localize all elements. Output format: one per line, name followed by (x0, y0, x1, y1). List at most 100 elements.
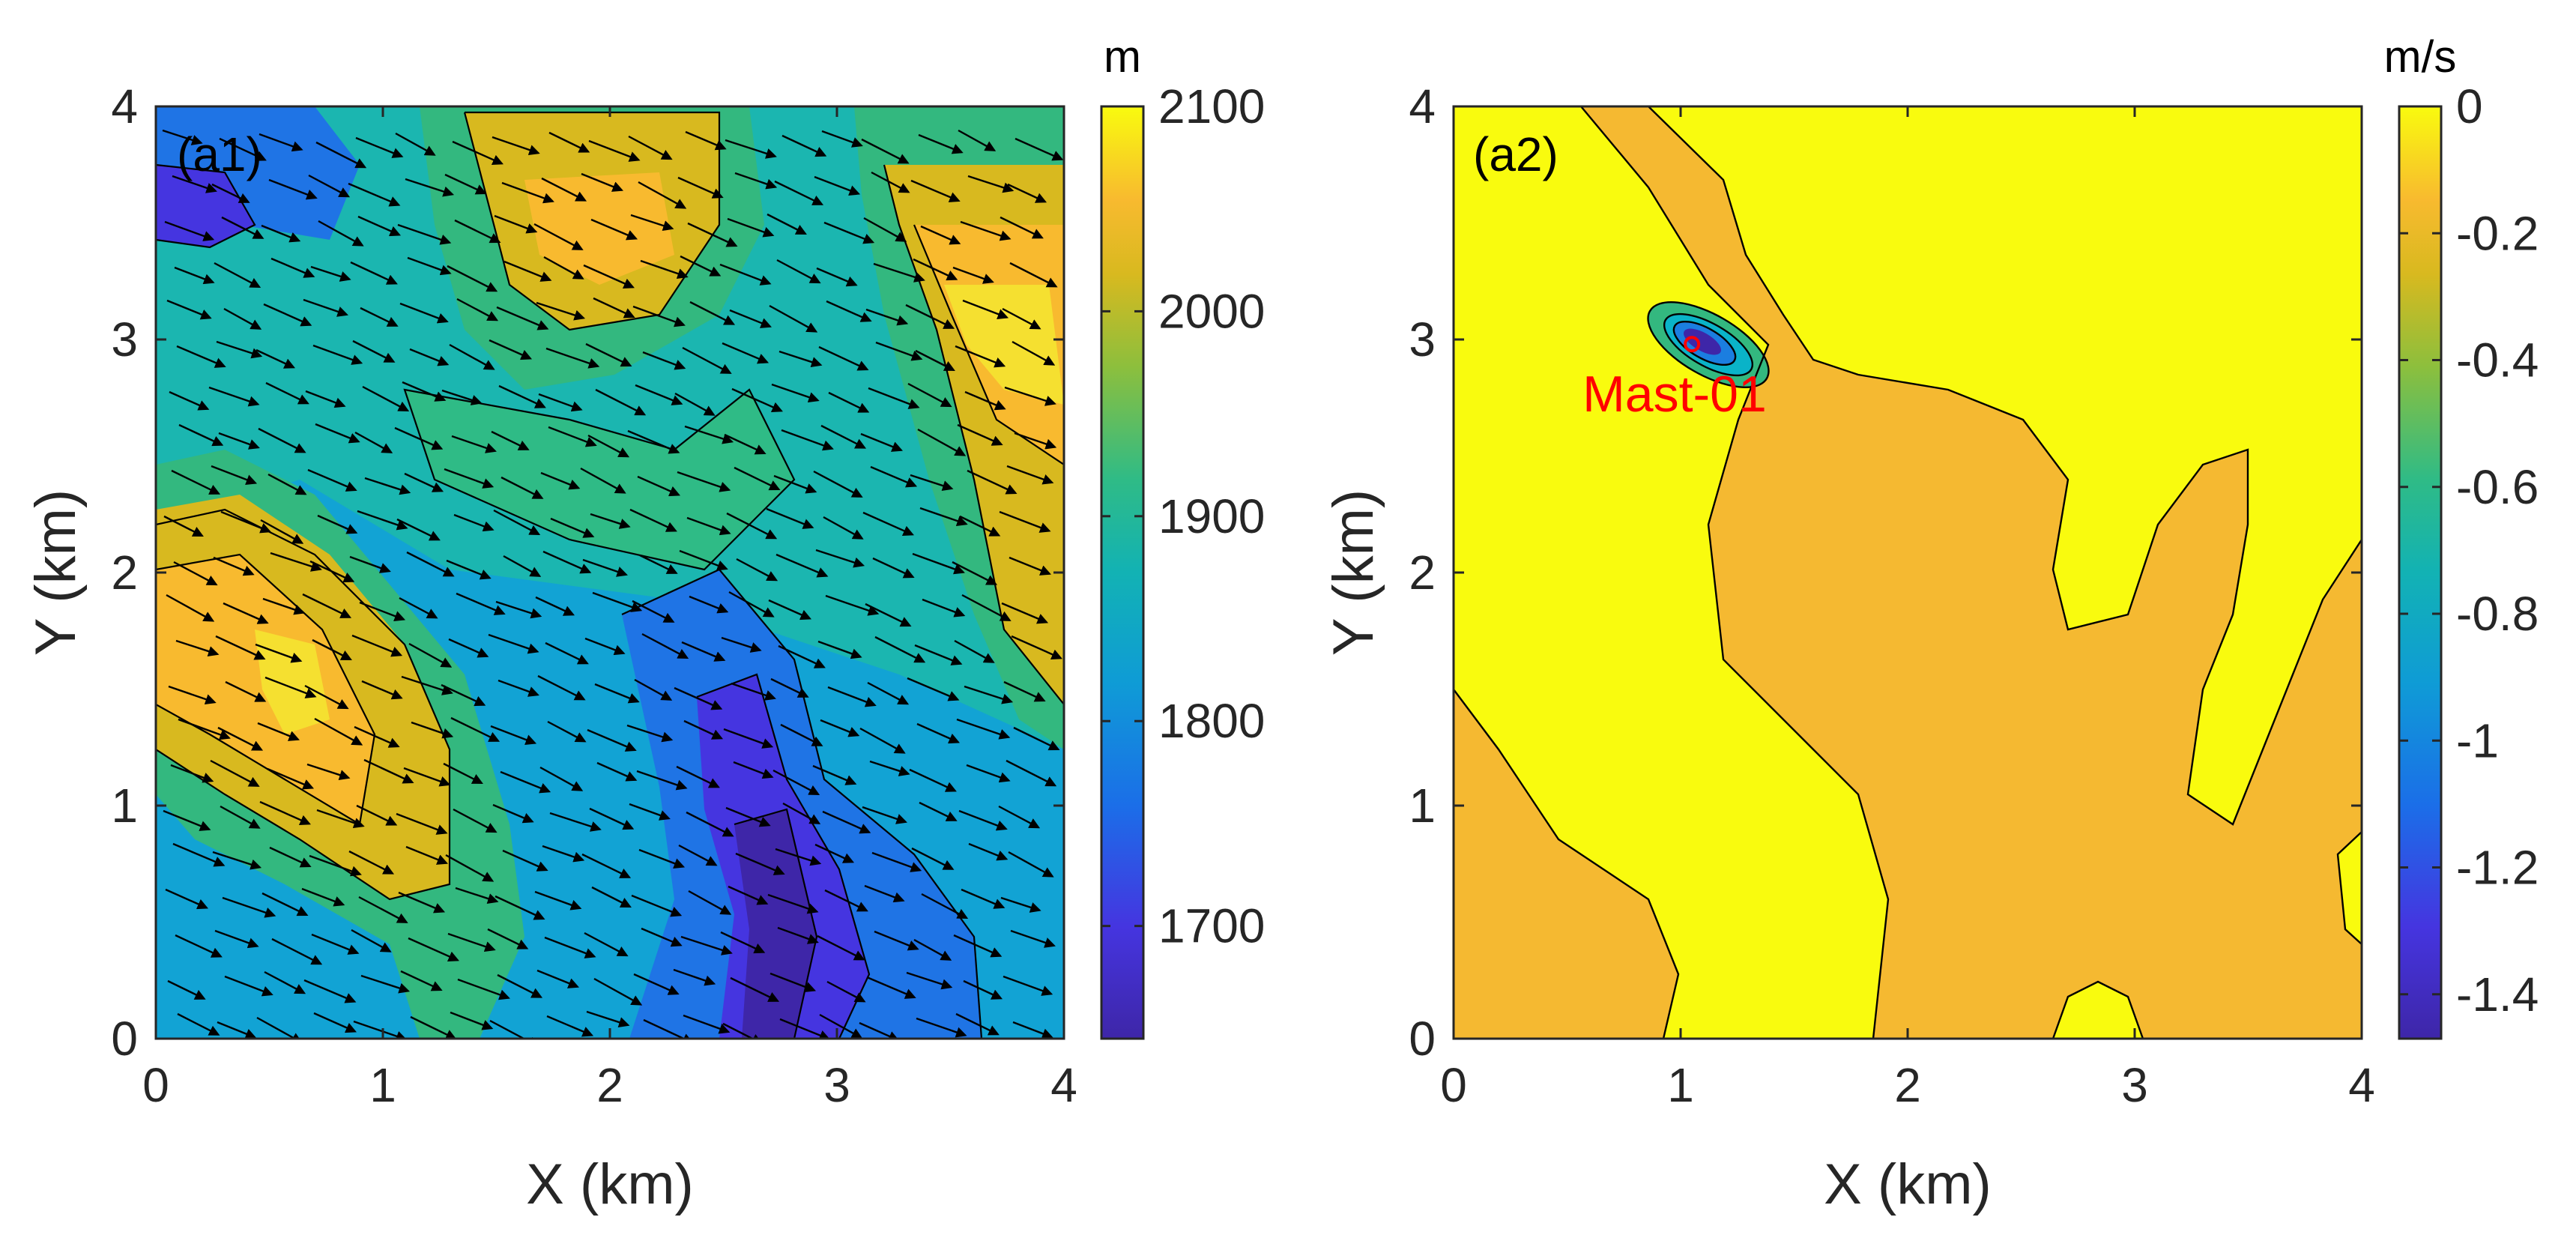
wind-arrow (774, 180, 824, 205)
wind-arrow (588, 139, 641, 162)
wind-arrow (589, 807, 635, 830)
wind-arrow (357, 215, 402, 237)
wind-arrow (261, 892, 309, 917)
wind-arrow (1007, 183, 1047, 203)
wind-arrow (814, 843, 855, 863)
wind-arrow (686, 811, 734, 837)
wind-arrow (1001, 602, 1049, 624)
wind-arrow (457, 978, 510, 1000)
panel-a2: (a2) Mast-01 0 1 2 3 4 0 1 2 3 4 X (km) Y (km) 0… (1322, 31, 2539, 1216)
wind-arrow (214, 929, 259, 949)
wind-arrow (444, 173, 487, 195)
wind-arrow (312, 344, 363, 365)
wind-arrow (170, 764, 214, 783)
y-tick-label: 4 (1409, 79, 1436, 133)
wind-arrow (639, 554, 678, 574)
wind-arrow (360, 307, 399, 327)
wind-arrow (824, 889, 868, 912)
wind-arrow (816, 267, 858, 287)
wind-arrow (827, 686, 877, 707)
wind-arrow (919, 801, 958, 821)
wind-arrow (581, 172, 624, 192)
colorbar-tick-label: 1800 (1158, 694, 1265, 748)
wind-arrow (453, 513, 495, 532)
wind-arrow (637, 475, 681, 497)
wind-arrow (627, 429, 680, 454)
panel-label-a1: (a1) (177, 127, 262, 181)
wind-arrow (175, 934, 223, 958)
wind-arrow (861, 138, 910, 164)
wind-arrow (447, 265, 498, 292)
wind-arrow (311, 933, 360, 955)
wind-arrow (178, 718, 231, 740)
wind-arrow (587, 728, 637, 752)
wind-arrow (315, 141, 367, 169)
wind-arrow (174, 266, 215, 285)
wind-arrow (455, 887, 499, 905)
wind-arrow (955, 1012, 1000, 1036)
wind-arrow (163, 809, 211, 831)
wind-arrow (820, 719, 860, 737)
wind-arrow (964, 390, 1006, 411)
wind-arrow (313, 1012, 357, 1033)
wind-arrow (724, 433, 767, 455)
y-axis-label-a1: Y (km) (24, 489, 88, 656)
wind-arrow (918, 133, 964, 154)
wind-arrow (268, 178, 318, 200)
wind-arrow (584, 931, 629, 957)
wind-arrow (306, 763, 351, 781)
x-axis-label-a2: X (km) (1824, 1153, 1992, 1216)
wind-arrow (402, 381, 447, 402)
wind-arrow (731, 682, 776, 701)
wind-arrow (953, 934, 1003, 958)
wind-arrow (258, 427, 306, 453)
y-tick-label: 0 (111, 1012, 138, 1066)
wind-arrow (633, 973, 680, 995)
colorbar-tick-label: -1 (2456, 713, 2499, 767)
wind-vector-field (162, 129, 1064, 1039)
wind-arrow (685, 130, 727, 151)
wind-arrow (495, 600, 542, 619)
x-axis-ticks-a2: 0 1 2 3 4 (1440, 106, 2375, 1112)
wind-arrow (216, 340, 263, 359)
wind-arrow (957, 423, 1003, 446)
wind-arrow (629, 508, 677, 532)
wind-arrow (864, 884, 905, 903)
wind-arrow (865, 603, 912, 627)
x-axis-label-a1: X (km) (526, 1153, 694, 1216)
wind-arrow (317, 514, 358, 534)
wind-arrow (267, 473, 307, 495)
wind-arrow (314, 717, 363, 746)
colorbar-unit-a1: m (1104, 31, 1141, 82)
wind-arrow (541, 177, 587, 202)
wind-arrow (585, 342, 632, 367)
wind-arrow (1011, 635, 1062, 659)
wind-arrow (269, 846, 312, 868)
wind-arrow (210, 759, 260, 787)
wind-arrow (721, 636, 762, 653)
wind-arrow (731, 387, 783, 412)
wind-arrow (351, 634, 403, 657)
wind-arrow (781, 429, 834, 451)
x-tick-label: 4 (1050, 1058, 1077, 1112)
wind-arrow (958, 809, 1008, 831)
wind-arrow (406, 551, 455, 577)
wind-arrow (730, 976, 780, 1002)
wind-arrow (220, 805, 261, 829)
colorbar-tick-label: 1700 (1158, 899, 1265, 953)
wind-arrow (819, 1013, 863, 1039)
wind-arrow (961, 888, 1006, 909)
wind-arrow (264, 970, 306, 994)
wind-arrow (776, 259, 821, 284)
wind-arrow (687, 222, 738, 247)
wind-arrow (912, 552, 965, 575)
wind-arrow (966, 764, 1011, 783)
wind-arrow (767, 893, 819, 914)
wind-arrow (913, 258, 958, 281)
wind-arrow (920, 225, 961, 245)
wind-arrow (681, 641, 726, 662)
wind-arrow (1013, 726, 1060, 751)
wind-arrow (493, 509, 541, 536)
wind-arrow (873, 262, 925, 283)
wind-arrow (301, 887, 345, 907)
